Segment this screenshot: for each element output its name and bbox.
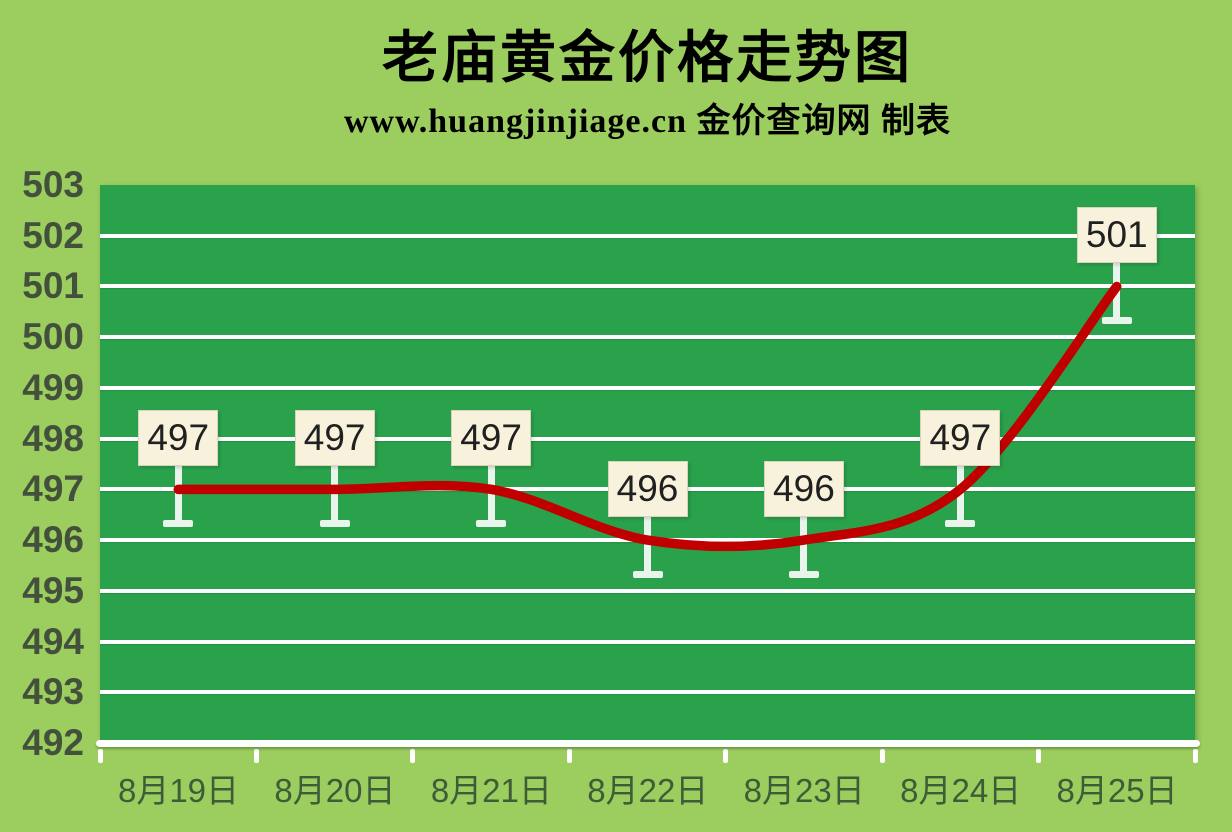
data-point-leader-cap bbox=[319, 520, 350, 528]
gridline bbox=[100, 385, 1195, 390]
y-axis-tick-label: 499 bbox=[22, 366, 84, 408]
x-axis-tick-label: 8月23日 bbox=[743, 772, 865, 809]
y-axis-tick-label: 497 bbox=[22, 468, 84, 510]
data-point-leader bbox=[487, 463, 495, 528]
gridline bbox=[100, 284, 1195, 289]
x-axis-tick-label: 8月21日 bbox=[430, 772, 552, 809]
data-point-leader bbox=[331, 463, 339, 528]
x-axis-tick bbox=[723, 749, 729, 763]
plot-area: 497 497 497 496 496 497 501 bbox=[96, 185, 1200, 747]
y-axis-tick-label: 500 bbox=[22, 316, 84, 358]
x-axis-tick bbox=[566, 749, 572, 763]
y-axis-tick-label: 496 bbox=[22, 519, 84, 561]
y-axis-tick-label: 498 bbox=[22, 417, 84, 459]
data-point-label: 496 bbox=[763, 461, 844, 518]
gridline bbox=[100, 588, 1195, 593]
y-axis-tick-label: 503 bbox=[22, 164, 84, 205]
x-axis-tick-label: 8月22日 bbox=[587, 772, 709, 809]
x-axis-tick-label: 8月25日 bbox=[1056, 772, 1178, 809]
data-point-label: 501 bbox=[1076, 207, 1157, 264]
gridline bbox=[100, 639, 1195, 644]
gridline bbox=[100, 335, 1195, 340]
chart-subtitle: www.huangjinjiage.cn 金价查询网 制表 bbox=[343, 103, 952, 141]
data-point-label: 497 bbox=[138, 410, 219, 467]
x-axis-tick bbox=[1036, 749, 1042, 763]
gridline bbox=[100, 690, 1195, 695]
data-point-leader-cap bbox=[163, 520, 194, 528]
data-point-leader-cap bbox=[1101, 317, 1132, 325]
x-axis-tick bbox=[410, 749, 416, 763]
x-axis-tick bbox=[1192, 749, 1198, 763]
x-axis-line bbox=[96, 739, 1200, 747]
chart-header: 老庙黄金价格走势图 www.huangjinjiage.cn 金价查询网 制表 bbox=[100, 26, 1195, 141]
y-axis-tick-label: 502 bbox=[22, 214, 84, 256]
data-point-label: 496 bbox=[607, 461, 688, 518]
y-axis-tick-label: 494 bbox=[22, 620, 84, 662]
data-point-label: 497 bbox=[920, 410, 1001, 467]
y-axis-tick-label: 495 bbox=[22, 569, 84, 611]
data-point-leader-cap bbox=[945, 520, 976, 528]
data-point-leader bbox=[800, 514, 808, 579]
x-axis-tick bbox=[879, 749, 885, 763]
series-line-svg bbox=[173, 281, 1122, 552]
data-point-leader bbox=[644, 514, 651, 579]
data-point-label: 497 bbox=[451, 410, 532, 467]
gridline bbox=[100, 436, 1195, 441]
x-axis-tick-label: 8月24日 bbox=[900, 772, 1022, 809]
data-point-leader-cap bbox=[788, 571, 819, 579]
y-axis-tick-label: 501 bbox=[22, 265, 84, 307]
x-axis-tick bbox=[253, 749, 259, 763]
y-axis-tick-label: 492 bbox=[22, 722, 84, 763]
y-axis-tick-label: 493 bbox=[22, 671, 84, 713]
chart-title: 老庙黄金价格走势图 bbox=[382, 28, 913, 90]
data-point-leader-cap bbox=[476, 520, 507, 528]
gridline bbox=[100, 233, 1195, 238]
x-axis-tick-label: 8月19日 bbox=[117, 772, 240, 809]
data-point-label: 497 bbox=[294, 410, 375, 467]
x-axis-tick bbox=[97, 749, 103, 763]
series-line bbox=[173, 281, 1122, 552]
data-point-leader bbox=[174, 463, 182, 528]
x-axis-tick-label: 8月20日 bbox=[274, 772, 396, 809]
data-point-leader-cap bbox=[632, 571, 663, 579]
